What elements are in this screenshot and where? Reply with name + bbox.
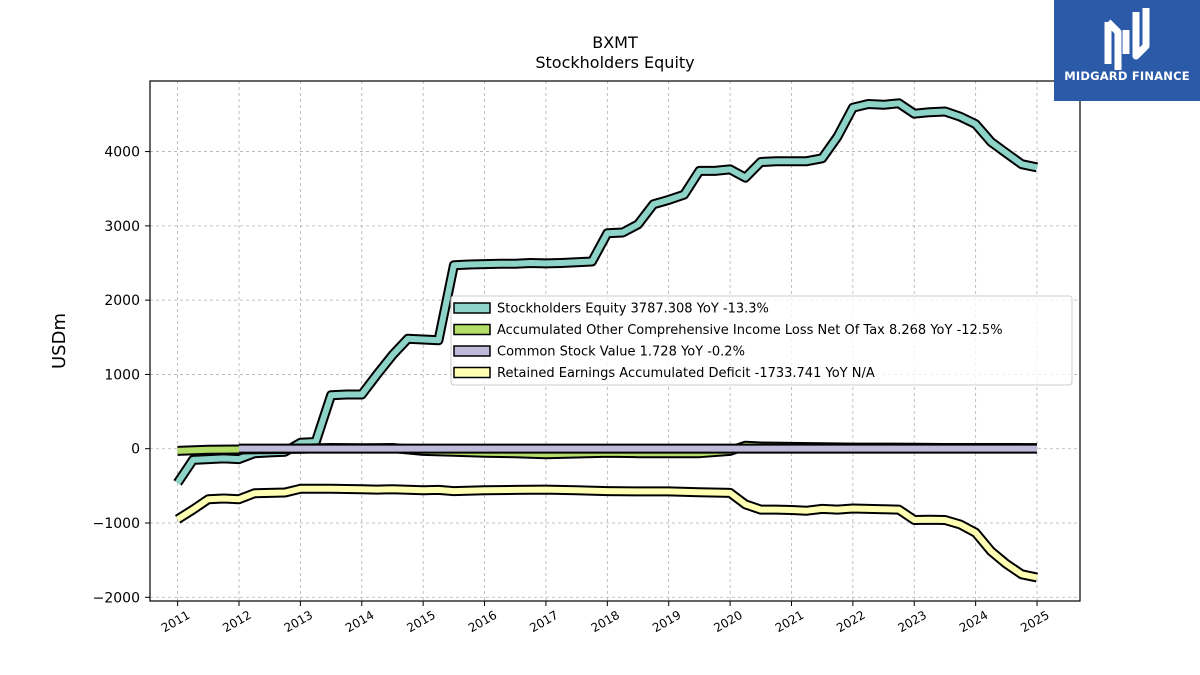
series-stroke — [176, 485, 1038, 581]
y-tick-label: −1000 — [93, 516, 140, 532]
y-tick-label: 2000 — [104, 293, 140, 309]
legend-entry: Common Stock Value 1.728 YoY -0.2% — [497, 345, 745, 360]
x-tick-label: 2016 — [466, 608, 499, 635]
y-tick-label: 4000 — [104, 145, 140, 161]
brand-logo: MIDGARD FINANCE — [1054, 0, 1200, 101]
series-line — [174, 483, 1039, 583]
axes-frame — [149, 80, 1081, 602]
legend-entry: Retained Earnings Accumulated Deficit -1… — [497, 366, 875, 381]
series-line — [173, 98, 1039, 486]
x-tick-label: 2014 — [343, 608, 376, 635]
legend-box — [450, 295, 1073, 386]
midgard-logo-icon — [1104, 8, 1150, 70]
ticks: 2011 2012 2013 2014 2015 2016 2017 2018 2019 2020… — [93, 145, 1052, 636]
chart-title: BXMT — [592, 33, 638, 52]
legend: Stockholders Equity 3787.308 YoY -13.3% A… — [450, 295, 1073, 386]
x-tick-label: 2013 — [282, 608, 315, 635]
x-tick-label: 2024 — [957, 608, 990, 635]
legend-swatch — [453, 323, 491, 336]
x-tick-label: 2021 — [773, 608, 806, 635]
x-tick-label: 2022 — [834, 608, 867, 635]
x-tick-label: 2020 — [711, 608, 744, 635]
x-tick-label: 2025 — [1018, 608, 1051, 635]
y-tick-label: 3000 — [104, 219, 140, 235]
legend-swatch — [453, 366, 491, 379]
x-tick-label: 2018 — [589, 608, 622, 635]
brand-name: MIDGARD FINANCE — [1064, 69, 1190, 83]
y-tick-label: −2000 — [93, 590, 140, 606]
chart-subtitle: Stockholders Equity — [535, 53, 694, 72]
series-stroke — [175, 100, 1038, 485]
legend-swatch — [453, 345, 491, 357]
x-tick-label: 2015 — [404, 608, 437, 635]
legend-entry: Stockholders Equity 3787.308 YoY -13.3% — [497, 302, 769, 317]
x-tick-label: 2019 — [650, 608, 683, 635]
x-tick-label: 2012 — [220, 608, 253, 635]
x-tick-label: 2017 — [527, 608, 560, 635]
y-tick-label: 1000 — [104, 367, 140, 383]
y-tick-label: 0 — [131, 442, 140, 458]
legend-entry: Accumulated Other Comprehensive Income L… — [497, 323, 1003, 338]
legend-swatch — [453, 302, 491, 314]
x-tick-label: 2023 — [896, 608, 929, 635]
x-tick-label: 2011 — [159, 608, 192, 635]
y-axis-label: USDm — [49, 313, 70, 369]
series-layer — [173, 98, 1039, 583]
